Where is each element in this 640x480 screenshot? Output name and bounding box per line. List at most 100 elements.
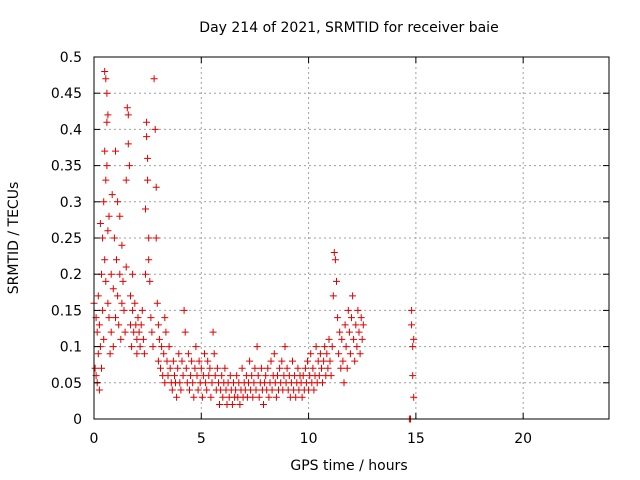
data-point: [340, 379, 348, 387]
data-point: [356, 350, 364, 358]
data-point: [100, 198, 108, 206]
data-point: [162, 328, 170, 336]
data-point: [94, 350, 102, 358]
data-point: [171, 372, 178, 380]
data-point: [206, 364, 214, 372]
data-point: [205, 372, 213, 380]
data-point: [409, 372, 417, 380]
data-point: [216, 401, 223, 408]
data-point: [289, 357, 296, 365]
data-point: [228, 401, 236, 408]
data-point: [103, 89, 111, 97]
data-point: [238, 364, 246, 372]
data-point: [328, 343, 336, 351]
data-point: [104, 111, 112, 119]
data-point: [189, 379, 197, 387]
data-point: [120, 306, 128, 314]
data-point: [110, 234, 118, 242]
data-point: [254, 372, 262, 380]
data-point: [298, 393, 306, 401]
y-tick-labels: 0 0.05 0.1 0.15 0.2 0.25 0.3 0.35 0.4 0.45 0.5: [51, 50, 82, 428]
data-point: [98, 364, 105, 372]
chart-title: Day 214 of 2021, SRMTID for receiver bai…: [199, 20, 498, 36]
data-point: [353, 343, 361, 351]
data-point: [221, 364, 229, 372]
data-point: [131, 299, 139, 307]
data-point: [169, 357, 177, 365]
data-point: [342, 343, 350, 351]
data-point: [186, 386, 193, 394]
data-point: [348, 314, 355, 322]
data-point: [95, 321, 103, 329]
data-point: [163, 357, 171, 365]
data-point: [210, 350, 218, 358]
data-point: [147, 314, 155, 322]
data-point: [112, 147, 119, 155]
data-point: [410, 335, 418, 343]
data-point: [137, 321, 145, 329]
data-point: [248, 372, 256, 380]
data-point: [93, 328, 101, 336]
data-point: [334, 314, 342, 322]
x-tick-label: 10: [300, 431, 318, 447]
data-point: [246, 357, 254, 365]
data-point: [107, 270, 115, 278]
data-point: [136, 343, 144, 351]
y-tick-label: 0.35: [51, 159, 82, 175]
data-point: [122, 263, 130, 271]
data-point: [103, 162, 111, 170]
data-point: [99, 234, 107, 242]
data-point: [158, 343, 166, 351]
data-point: [123, 104, 131, 112]
data-point: [346, 350, 354, 358]
data-point: [267, 357, 275, 365]
data-point: [203, 386, 211, 394]
data-point: [410, 393, 418, 401]
data-point: [91, 364, 99, 372]
axis-ticks: [93, 56, 609, 420]
data-point: [265, 393, 273, 401]
data-point: [321, 343, 329, 351]
data-point: [125, 162, 133, 170]
data-point: [144, 154, 152, 162]
data-point: [108, 191, 116, 199]
data-point: [175, 350, 183, 358]
data-point: [292, 393, 300, 401]
data-point: [118, 241, 126, 249]
data-point: [168, 386, 176, 394]
data-point: [192, 343, 200, 351]
data-point: [195, 357, 203, 365]
data-point: [253, 343, 261, 351]
data-point: [151, 125, 159, 133]
data-point: [124, 111, 132, 119]
data-point: [134, 314, 142, 322]
data-point: [357, 314, 365, 322]
data-point: [164, 372, 172, 380]
data-point: [96, 220, 104, 227]
data-point: [208, 379, 216, 387]
data-point: [336, 328, 344, 336]
data-point: [103, 118, 111, 126]
y-tick-label: 0.15: [51, 303, 82, 319]
data-point: [174, 364, 182, 372]
y-tick-label: 0: [73, 412, 82, 428]
y-tick-label: 0.25: [51, 231, 82, 247]
data-point: [209, 328, 217, 336]
data-point: [339, 357, 347, 365]
data-point: [333, 277, 340, 285]
data-point: [135, 328, 143, 336]
data-point: [113, 256, 120, 264]
data-point: [104, 299, 112, 307]
data-point: [201, 350, 208, 358]
data-point: [213, 364, 221, 372]
y-tick-label: 0.05: [51, 376, 82, 392]
data-point: [198, 393, 206, 401]
data-point: [152, 234, 160, 242]
data-point: [124, 140, 132, 148]
data-point: [116, 212, 124, 220]
data-point: [219, 393, 227, 401]
data-point: [121, 328, 129, 336]
data-point: [173, 393, 181, 401]
x-axis-label: GPS time / hours: [290, 458, 407, 474]
data-point: [326, 357, 334, 365]
